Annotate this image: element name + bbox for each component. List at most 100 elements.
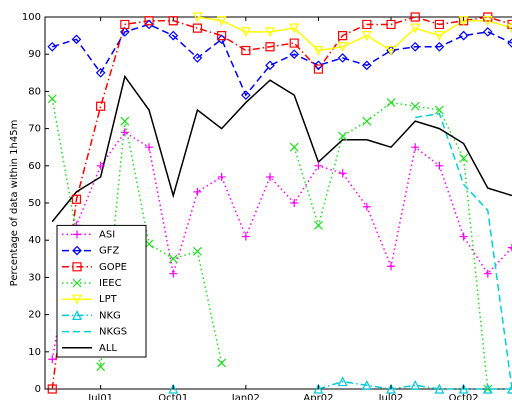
marker bbox=[507, 38, 512, 48]
marker bbox=[120, 27, 130, 37]
marker bbox=[144, 19, 154, 30]
y-tick-label: 50 bbox=[28, 198, 41, 209]
marker bbox=[337, 53, 348, 63]
marker bbox=[361, 31, 372, 41]
marker bbox=[434, 31, 445, 41]
marker bbox=[410, 12, 420, 22]
marker bbox=[266, 172, 275, 181]
y-tick-label: 70 bbox=[28, 124, 41, 135]
marker bbox=[386, 98, 396, 107]
marker bbox=[313, 45, 324, 56]
y-tick-label: 40 bbox=[28, 235, 41, 246]
x-tick-label: Oct01 bbox=[158, 393, 188, 400]
marker bbox=[289, 38, 299, 48]
legend-marker bbox=[72, 310, 82, 320]
marker bbox=[96, 101, 106, 111]
marker bbox=[314, 161, 323, 170]
marker bbox=[241, 45, 251, 56]
marker bbox=[507, 19, 512, 30]
marker bbox=[434, 19, 445, 30]
marker bbox=[168, 16, 178, 26]
marker bbox=[71, 194, 82, 204]
marker bbox=[289, 142, 299, 152]
marker bbox=[145, 143, 154, 152]
marker bbox=[410, 379, 421, 390]
marker bbox=[338, 31, 348, 41]
marker bbox=[217, 358, 227, 368]
marker bbox=[362, 19, 372, 30]
legend-label: IEEC bbox=[99, 278, 122, 289]
y-axis-label: Percentage of data within 1h45m bbox=[9, 120, 20, 287]
marker bbox=[168, 383, 179, 394]
marker bbox=[289, 23, 300, 34]
marker bbox=[482, 27, 493, 37]
legend-label: LPT bbox=[99, 294, 118, 305]
marker bbox=[458, 16, 469, 27]
legend-marker bbox=[73, 230, 81, 239]
marker bbox=[411, 143, 420, 152]
marker bbox=[459, 153, 469, 163]
legend-label: GFZ bbox=[99, 246, 120, 257]
legend-marker bbox=[72, 278, 82, 288]
marker bbox=[217, 31, 227, 41]
marker bbox=[337, 376, 348, 387]
marker bbox=[338, 131, 348, 141]
marker bbox=[96, 161, 105, 170]
marker bbox=[290, 199, 299, 207]
marker bbox=[240, 90, 251, 100]
legend-box bbox=[56, 224, 147, 358]
marker bbox=[216, 34, 227, 45]
marker bbox=[458, 383, 469, 394]
series-line bbox=[51, 16, 512, 390]
marker bbox=[362, 202, 371, 211]
marker bbox=[289, 49, 300, 60]
y-tick-label: 60 bbox=[28, 161, 41, 172]
marker bbox=[193, 187, 202, 196]
series-line bbox=[52, 23, 512, 97]
marker bbox=[434, 383, 445, 394]
plot-lines bbox=[51, 16, 512, 390]
marker bbox=[482, 383, 493, 394]
marker bbox=[434, 41, 445, 52]
marker bbox=[240, 27, 251, 38]
marker bbox=[458, 30, 469, 41]
plot-markers bbox=[47, 12, 512, 394]
legend-label: ALL bbox=[99, 343, 117, 354]
marker bbox=[144, 16, 154, 26]
legend-label: ASI bbox=[99, 229, 115, 240]
marker bbox=[362, 116, 372, 126]
marker bbox=[192, 12, 203, 23]
marker bbox=[483, 269, 492, 278]
marker bbox=[193, 246, 202, 256]
y-tick-label: 10 bbox=[28, 347, 41, 358]
marker bbox=[71, 34, 82, 45]
y-tick-label: 30 bbox=[28, 272, 41, 283]
marker bbox=[410, 41, 421, 52]
marker bbox=[313, 64, 324, 74]
marker bbox=[507, 23, 512, 34]
marker bbox=[216, 16, 227, 27]
legend-label: GOPE bbox=[99, 262, 127, 273]
marker bbox=[265, 42, 275, 52]
legend-label: NKGS bbox=[99, 327, 127, 338]
marker bbox=[48, 355, 57, 364]
series-line bbox=[293, 101, 489, 390]
marker bbox=[120, 19, 130, 30]
marker bbox=[410, 23, 421, 34]
marker bbox=[265, 60, 275, 71]
marker bbox=[482, 16, 493, 27]
x-tick-label: Jul01 bbox=[87, 393, 113, 400]
y-tick-label: 0 bbox=[35, 384, 41, 395]
marker bbox=[169, 269, 178, 278]
marker bbox=[338, 169, 347, 178]
marker bbox=[410, 101, 420, 111]
marker bbox=[386, 19, 396, 30]
marker bbox=[168, 254, 178, 264]
marker bbox=[507, 383, 512, 394]
marker bbox=[361, 379, 372, 390]
marker bbox=[459, 232, 468, 241]
series-line bbox=[318, 380, 512, 390]
x-tick-label: Oct02 bbox=[449, 393, 479, 400]
series-line bbox=[415, 112, 512, 390]
